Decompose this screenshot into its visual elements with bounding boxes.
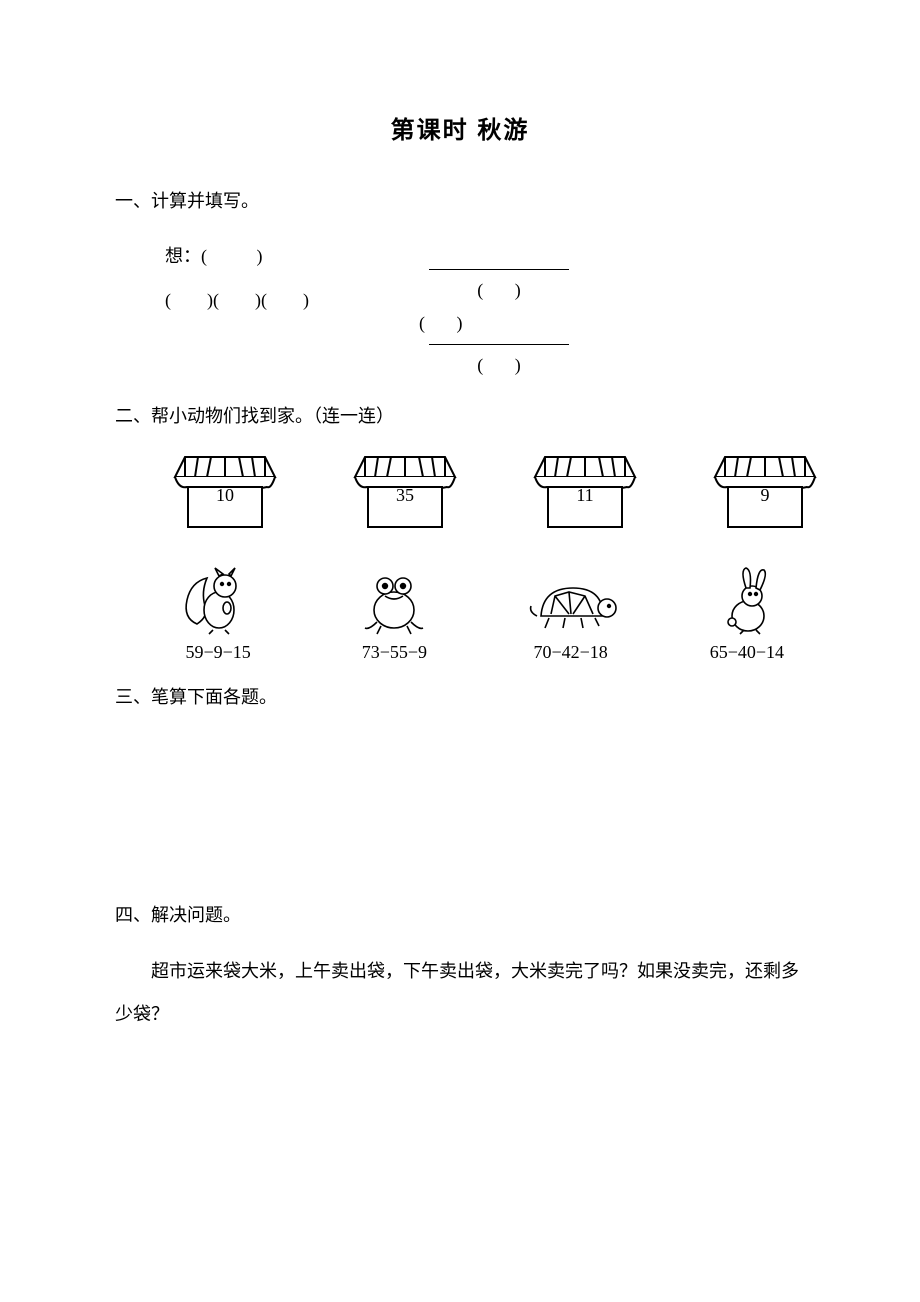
hline-bottom [429,344,569,345]
turtle-icon [521,566,621,636]
animal-item-frog[interactable]: 73−55−9 [336,566,452,663]
section-1-heading: 一、计算并填写。 [115,185,805,217]
section-3-workarea[interactable] [115,731,805,881]
blank-paren-group-1[interactable]: ( ) [201,235,263,278]
animal-item-turtle[interactable]: 70−42−18 [513,566,629,663]
animals-row: 59−9−15 73−55−9 [115,566,805,663]
animal-item-squirrel[interactable]: 59−9−15 [160,566,276,663]
calc-blank-1[interactable]: ( ) [429,274,569,307]
hline-top [429,269,569,270]
houses-row: 10 35 11 [115,453,805,506]
think-label: 想： [165,246,201,266]
frog-icon [355,566,433,636]
house-item[interactable]: 10 [170,453,280,506]
rabbit-icon [708,566,786,636]
house-item[interactable]: 11 [530,453,640,506]
house-number: 9 [710,485,820,506]
section-2-heading: 二、帮小动物们找到家。（连一连） [115,400,805,432]
expression-label: 73−55−9 [336,642,452,663]
house-item[interactable]: 35 [350,453,460,506]
house-number: 35 [350,485,460,506]
expression-label: 59−9−15 [160,642,276,663]
expression-label: 70−42−18 [513,642,629,663]
section-1-body: 想：( ) ( )( )( ) ( ) ( ) ( ) [115,235,805,382]
calc-blank-2[interactable]: ( ) [419,307,569,340]
expression-label: 65−40−14 [689,642,805,663]
house-item[interactable]: 9 [710,453,820,506]
worksheet-page: 第课时 秋游 一、计算并填写。 想：( ) ( )( )( ) ( ) ( ) … [0,0,920,1096]
vertical-calc-box: ( ) ( ) ( ) [429,265,569,382]
blank-paren-group-2[interactable]: ( )( )( ) [165,279,309,322]
squirrel-icon [179,566,257,636]
page-title: 第课时 秋游 [115,110,805,145]
calc-blank-3[interactable]: ( ) [429,349,569,382]
house-number: 11 [530,485,640,506]
house-number: 10 [170,485,280,506]
think-row-2: ( )( )( ) [165,279,309,322]
think-row-1: 想：( ) [165,235,309,278]
word-problem-text: 超市运来袋大米，上午卖出袋，下午卖出袋，大米卖完了吗？如果没卖完，还剩多少袋？ [115,950,805,1036]
animal-item-rabbit[interactable]: 65−40−14 [689,566,805,663]
section-4-heading: 四、解决问题。 [115,899,805,931]
section-3-heading: 三、笔算下面各题。 [115,681,805,713]
